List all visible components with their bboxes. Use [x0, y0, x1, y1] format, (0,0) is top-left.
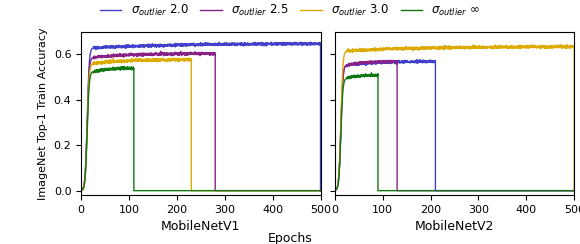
$\sigma_{outlier}$ 3.0: [494, 44, 501, 47]
$\sigma_{outlier}$ $\infty$: [78, 189, 85, 192]
$\sigma_{outlier}$ 3.0: [405, 47, 412, 50]
$\sigma_{outlier}$ $\infty$: [82, 173, 89, 176]
$\sigma_{outlier}$ 2.0: [240, 43, 247, 46]
$\sigma_{outlier}$ 2.0: [156, 43, 163, 46]
$\sigma_{outlier}$ $\infty$: [100, 70, 107, 73]
$\sigma_{outlier}$ 3.0: [79, 188, 86, 191]
Legend: $\sigma_{outlier}$ 2.0, $\sigma_{outlier}$ 2.5, $\sigma_{outlier}$ 3.0, $\sigma_: $\sigma_{outlier}$ 2.0, $\sigma_{outlier…: [95, 0, 485, 23]
$\sigma_{outlier}$ $\infty$: [121, 65, 128, 68]
$\sigma_{outlier}$ 3.0: [557, 43, 564, 46]
$\sigma_{outlier}$ 2.5: [160, 52, 166, 55]
$\sigma_{outlier}$ 3.0: [106, 61, 113, 64]
$\sigma_{outlier}$ 3.0: [571, 189, 578, 192]
$\sigma_{outlier}$ 3.0: [409, 47, 416, 50]
$\sigma_{outlier}$ 3.0: [78, 189, 85, 192]
$\sigma_{outlier}$ 2.5: [317, 189, 324, 192]
$\sigma_{outlier}$ 2.0: [386, 61, 393, 64]
$\sigma_{outlier}$ 2.5: [99, 55, 106, 58]
Line: $\sigma_{outlier}$ 3.0: $\sigma_{outlier}$ 3.0: [335, 44, 575, 191]
$\sigma_{outlier}$ 2.0: [166, 44, 173, 47]
Text: Epochs: Epochs: [267, 232, 313, 244]
$\sigma_{outlier}$ 2.0: [358, 61, 365, 64]
$\sigma_{outlier}$ 2.5: [343, 64, 350, 67]
$\sigma_{outlier}$ 2.0: [307, 41, 314, 43]
Line: $\sigma_{outlier}$ 2.0: $\sigma_{outlier}$ 2.0: [335, 60, 574, 191]
$\sigma_{outlier}$ 2.5: [334, 187, 340, 190]
$\sigma_{outlier}$ $\infty$: [331, 189, 338, 192]
$\sigma_{outlier}$ 3.0: [517, 46, 524, 49]
Line: $\sigma_{outlier}$ 2.5: $\sigma_{outlier}$ 2.5: [335, 60, 574, 191]
$\sigma_{outlier}$ 2.5: [331, 189, 338, 192]
X-axis label: MobileNetV2: MobileNetV2: [415, 221, 494, 234]
Line: $\sigma_{outlier}$ 2.5: $\sigma_{outlier}$ 2.5: [81, 51, 321, 191]
$\sigma_{outlier}$ 2.0: [331, 189, 338, 192]
$\sigma_{outlier}$ 2.0: [335, 179, 342, 182]
$\sigma_{outlier}$ 2.0: [332, 189, 339, 192]
$\sigma_{outlier}$ 2.5: [78, 189, 85, 192]
$\sigma_{outlier}$ 3.0: [125, 60, 132, 62]
Line: $\sigma_{outlier}$ $\infty$: $\sigma_{outlier}$ $\infty$: [335, 73, 574, 191]
Line: $\sigma_{outlier}$ 2.0: $\sigma_{outlier}$ 2.0: [81, 42, 321, 191]
$\sigma_{outlier}$ 3.0: [170, 57, 177, 60]
$\sigma_{outlier}$ 3.0: [331, 189, 338, 192]
Line: $\sigma_{outlier}$ $\infty$: $\sigma_{outlier}$ $\infty$: [81, 67, 321, 191]
$\sigma_{outlier}$ 2.0: [364, 61, 371, 64]
$\sigma_{outlier}$ $\infty$: [571, 189, 578, 192]
$\sigma_{outlier}$ $\infty$: [336, 156, 343, 159]
$\sigma_{outlier}$ 2.5: [571, 189, 578, 192]
$\sigma_{outlier}$ 2.0: [317, 189, 324, 192]
$\sigma_{outlier}$ 2.0: [151, 45, 158, 48]
$\sigma_{outlier}$ $\infty$: [368, 71, 375, 74]
$\sigma_{outlier}$ 2.0: [416, 58, 423, 61]
$\sigma_{outlier}$ 2.5: [171, 53, 178, 56]
$\sigma_{outlier}$ $\infty$: [357, 74, 364, 77]
$\sigma_{outlier}$ 2.5: [82, 168, 89, 171]
$\sigma_{outlier}$ $\infty$: [353, 75, 360, 78]
$\sigma_{outlier}$ $\infty$: [339, 99, 346, 102]
$\sigma_{outlier}$ 2.0: [382, 60, 389, 63]
$\sigma_{outlier}$ 3.0: [317, 189, 324, 192]
$\sigma_{outlier}$ $\infty$: [340, 86, 347, 89]
$\sigma_{outlier}$ 2.5: [350, 62, 357, 65]
$\sigma_{outlier}$ 2.5: [390, 59, 397, 62]
$\sigma_{outlier}$ 3.0: [114, 61, 121, 63]
$\sigma_{outlier}$ $\infty$: [84, 111, 91, 114]
$\sigma_{outlier}$ 2.5: [170, 52, 177, 55]
$\sigma_{outlier}$ 2.0: [78, 189, 85, 192]
$\sigma_{outlier}$ $\infty$: [372, 74, 379, 77]
$\sigma_{outlier}$ 2.0: [264, 42, 271, 45]
$\sigma_{outlier}$ $\infty$: [104, 69, 111, 71]
$\sigma_{outlier}$ 2.0: [304, 42, 311, 45]
X-axis label: MobileNetV1: MobileNetV1: [161, 221, 241, 234]
$\sigma_{outlier}$ 3.0: [185, 56, 192, 59]
$\sigma_{outlier}$ 2.5: [356, 63, 362, 66]
$\sigma_{outlier}$ 2.5: [92, 55, 99, 58]
$\sigma_{outlier}$ $\infty$: [100, 69, 107, 72]
$\sigma_{outlier}$ $\infty$: [79, 188, 86, 191]
Line: $\sigma_{outlier}$ 3.0: $\sigma_{outlier}$ 3.0: [81, 58, 321, 191]
$\sigma_{outlier}$ 2.5: [346, 62, 353, 65]
$\sigma_{outlier}$ 3.0: [558, 45, 565, 48]
$\sigma_{outlier}$ $\infty$: [317, 189, 324, 192]
$\sigma_{outlier}$ 3.0: [420, 46, 427, 49]
$\sigma_{outlier}$ 2.5: [387, 59, 394, 61]
$\sigma_{outlier}$ 2.0: [571, 189, 578, 192]
$\sigma_{outlier}$ 2.5: [157, 50, 164, 53]
Y-axis label: ImageNet Top-1 Train Accuracy: ImageNet Top-1 Train Accuracy: [38, 27, 48, 200]
$\sigma_{outlier}$ 3.0: [164, 58, 171, 61]
